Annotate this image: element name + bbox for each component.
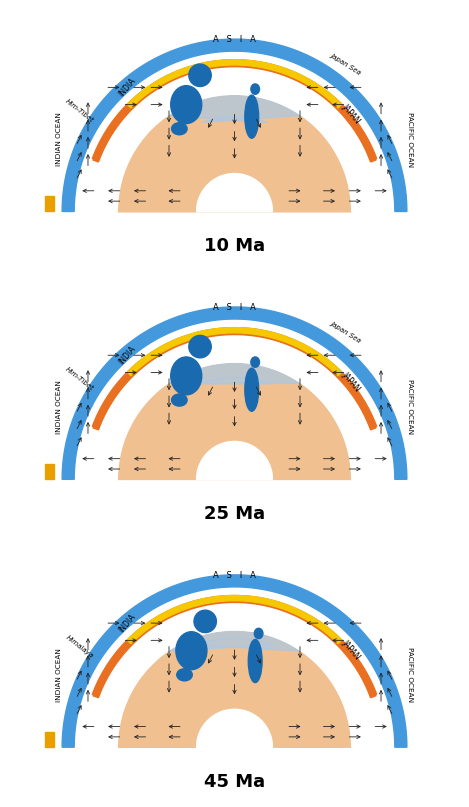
Text: A   S   I   A: A S I A <box>213 571 256 580</box>
Ellipse shape <box>189 64 211 86</box>
Polygon shape <box>377 157 395 211</box>
Polygon shape <box>197 174 272 211</box>
Polygon shape <box>62 307 407 479</box>
Polygon shape <box>115 361 354 479</box>
Polygon shape <box>62 39 407 211</box>
Polygon shape <box>167 362 302 384</box>
Text: Japan Sea: Japan Sea <box>329 320 362 344</box>
Polygon shape <box>167 94 302 123</box>
Text: INDIAN OCEAN: INDIAN OCEAN <box>56 648 62 702</box>
Polygon shape <box>197 709 272 747</box>
Polygon shape <box>90 603 379 747</box>
Ellipse shape <box>251 357 259 367</box>
Polygon shape <box>74 424 92 479</box>
Text: 25 Ma: 25 Ma <box>204 505 265 523</box>
Text: JAPAN: JAPAN <box>340 102 362 125</box>
Polygon shape <box>167 630 302 651</box>
Polygon shape <box>45 196 53 211</box>
Polygon shape <box>377 692 395 747</box>
Text: INDIAN OCEAN: INDIAN OCEAN <box>56 112 62 166</box>
Ellipse shape <box>245 368 258 412</box>
Text: JAPAN: JAPAN <box>340 370 362 393</box>
Ellipse shape <box>171 86 202 123</box>
Ellipse shape <box>177 669 192 681</box>
Ellipse shape <box>189 336 211 358</box>
Text: INDIAN OCEAN: INDIAN OCEAN <box>56 380 62 434</box>
Polygon shape <box>90 67 379 211</box>
Ellipse shape <box>245 95 258 138</box>
Text: INDIA: INDIA <box>117 77 138 98</box>
Polygon shape <box>45 464 53 479</box>
Text: Him-Tibet: Him-Tibet <box>64 366 94 391</box>
Polygon shape <box>74 157 92 211</box>
Polygon shape <box>115 93 354 211</box>
Polygon shape <box>92 328 377 430</box>
Polygon shape <box>127 328 342 376</box>
Ellipse shape <box>172 394 187 406</box>
Polygon shape <box>92 60 377 162</box>
Ellipse shape <box>254 629 263 638</box>
Text: Him-Tibet: Him-Tibet <box>64 98 94 123</box>
Text: Himalaya: Himalaya <box>64 634 94 659</box>
Text: PACIFIC OCEAN: PACIFIC OCEAN <box>407 647 413 702</box>
Polygon shape <box>197 441 272 479</box>
Polygon shape <box>127 596 342 644</box>
Text: A   S   I   A: A S I A <box>213 36 256 44</box>
Polygon shape <box>127 60 342 108</box>
Text: 10 Ma: 10 Ma <box>204 237 265 255</box>
Ellipse shape <box>176 632 207 670</box>
Text: PACIFIC OCEAN: PACIFIC OCEAN <box>407 379 413 434</box>
Text: JAPAN: JAPAN <box>340 638 362 661</box>
Polygon shape <box>90 335 379 479</box>
Polygon shape <box>117 94 352 211</box>
Polygon shape <box>74 692 92 747</box>
Polygon shape <box>92 596 377 698</box>
Polygon shape <box>117 630 352 747</box>
Text: Japan Sea: Japan Sea <box>329 52 362 76</box>
Polygon shape <box>115 629 354 747</box>
Text: A   S   I   A: A S I A <box>213 303 256 312</box>
Ellipse shape <box>171 357 202 395</box>
Ellipse shape <box>251 84 259 94</box>
Polygon shape <box>62 575 407 747</box>
Text: INDIA: INDIA <box>117 344 138 366</box>
Polygon shape <box>117 362 352 479</box>
Text: INDIA: INDIA <box>117 612 138 634</box>
Polygon shape <box>45 732 53 747</box>
Text: PACIFIC OCEAN: PACIFIC OCEAN <box>407 111 413 166</box>
Ellipse shape <box>194 610 216 633</box>
Text: 45 Ma: 45 Ma <box>204 772 265 791</box>
Ellipse shape <box>172 123 187 135</box>
Ellipse shape <box>248 639 262 683</box>
Polygon shape <box>377 424 395 479</box>
